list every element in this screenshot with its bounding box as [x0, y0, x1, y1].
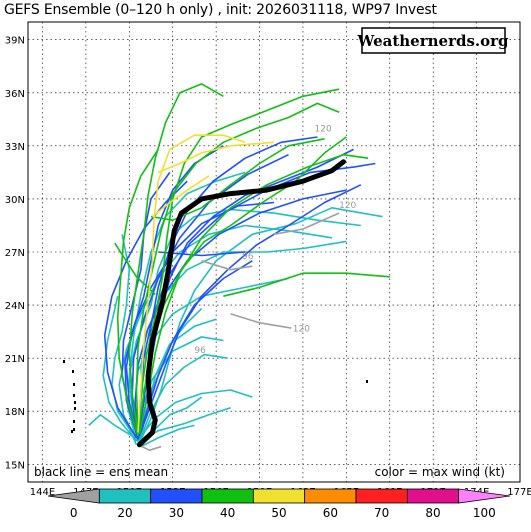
member-track: [201, 260, 253, 271]
track-hour-label: 120: [293, 325, 310, 335]
graticule: [28, 22, 521, 482]
member-track: [273, 212, 340, 236]
member-track: [137, 88, 340, 437]
mean-track-line: [136, 159, 346, 448]
wind-colorbar: 0 20 30 40 50 60 70 80 100: [47, 488, 511, 520]
lat-tick-label: 21N: [5, 354, 25, 365]
member-track: [140, 424, 195, 448]
island-markers: [63, 360, 368, 433]
colorbar-label: 50: [271, 506, 286, 520]
colorbar-segment: [355, 488, 408, 504]
colorbar-label: 40: [220, 506, 235, 520]
member-track: [137, 134, 246, 433]
member-track: [157, 141, 275, 174]
lat-tick-label: 27N: [5, 248, 25, 259]
member-track: [151, 175, 210, 218]
member-track: [138, 184, 362, 437]
member-track: [138, 207, 383, 444]
legend-color: color = max wind (kt): [375, 465, 505, 479]
island-dot: [63, 360, 65, 363]
member-track: [131, 153, 289, 437]
member-track: [125, 145, 224, 438]
member-track: [137, 260, 253, 440]
lat-tick-label: 33N: [5, 142, 25, 153]
track-hour-label: 120: [339, 201, 356, 211]
track-hour-label: 96: [242, 252, 254, 262]
track-hour-label: 96: [194, 346, 206, 356]
colorbar-segment: [98, 488, 152, 504]
member-track: [150, 138, 325, 221]
island-dot: [72, 370, 74, 373]
colorbar-segment: [150, 488, 203, 504]
member-track: [135, 102, 340, 435]
colorbar-segment: [252, 488, 306, 504]
island-dot: [366, 380, 368, 383]
ensemble-mean-track: [136, 159, 346, 448]
island-dot: [74, 401, 76, 404]
colorbar-segment: [304, 488, 357, 504]
track-hour-labels: 120 120 120 96 96: [194, 125, 356, 356]
member-track: [88, 414, 136, 439]
member-track: [137, 444, 162, 451]
island-dot: [73, 420, 75, 423]
brand-label: Weathernerds.org: [356, 32, 509, 50]
ensemble-members: [88, 83, 390, 451]
member-track: [128, 83, 224, 435]
legend-mean: black line = ens mean: [34, 465, 168, 479]
colorbar-label: 30: [169, 506, 184, 520]
colorbar-segment: [201, 488, 254, 504]
map-title: GEFS Ensemble (0–120 h only) , init: 202…: [4, 2, 437, 18]
colorbar-segment: [406, 488, 460, 504]
member-track: [138, 153, 369, 435]
colorbar-label: 80: [425, 506, 440, 520]
lat-tick-label: 36N: [5, 89, 25, 100]
island-dot: [73, 428, 75, 431]
colorbar-segment: [458, 488, 511, 504]
lat-tick-label: 18N: [5, 407, 25, 418]
lat-tick-label: 15N: [5, 460, 25, 471]
track-hour-label: 120: [315, 125, 332, 135]
lat-tick-label: 39N: [5, 36, 25, 47]
island-dot: [74, 407, 76, 410]
member-track: [116, 148, 159, 437]
colorbar-label: 100: [473, 506, 496, 520]
island-dot: [71, 430, 73, 433]
lon-tick-label: 177E: [507, 487, 531, 498]
lat-tick-label: 30N: [5, 195, 25, 206]
member-track: [102, 296, 138, 442]
member-track: [111, 234, 138, 446]
colorbar-label: 20: [117, 506, 132, 520]
colorbar-label: 60: [323, 506, 338, 520]
colorbar-label: 0: [70, 506, 78, 520]
island-dot: [73, 383, 75, 386]
member-track: [223, 272, 390, 297]
brand-box: [361, 27, 506, 54]
island-dot: [73, 394, 75, 397]
member-track: [138, 353, 228, 442]
member-track: [230, 313, 292, 329]
lat-tick-label: 24N: [5, 301, 25, 312]
lon-tick-label: 144E: [30, 487, 55, 498]
colorbar-label: 70: [374, 506, 389, 520]
